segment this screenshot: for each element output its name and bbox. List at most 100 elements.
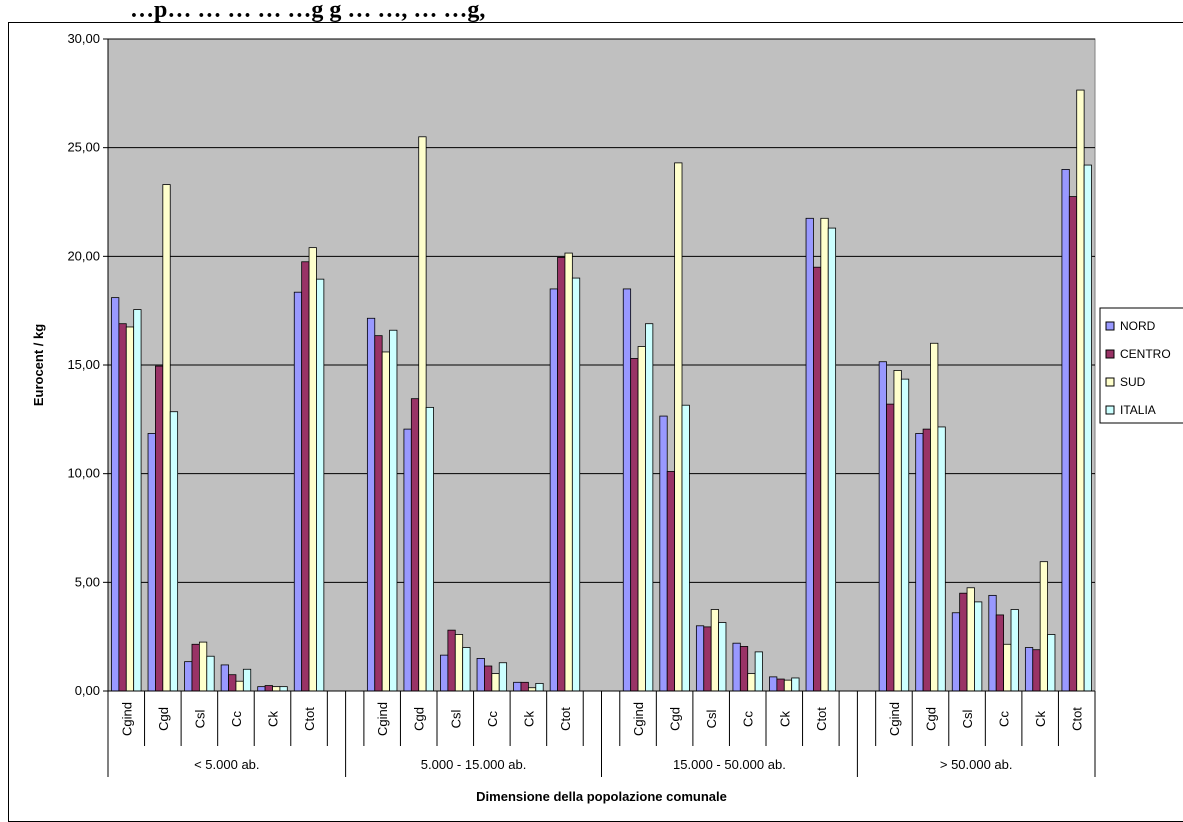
x-category-label: Csl [960,710,975,729]
bar-sud [783,679,793,692]
x-category-label: Cc [229,711,244,727]
y-tick-label: 30,00 [67,31,100,46]
bar-centro [410,398,420,692]
bar-nord [476,658,485,692]
bar-sud [1039,561,1048,692]
bar-sud [674,162,683,692]
x-group-label: 5.000 - 15.000 ab. [421,757,527,772]
bar-italia [718,622,727,692]
legend: NORD CENTRO SUD ITALIA [1099,307,1183,424]
x-category-label: Cgind [119,702,134,736]
bar-centro [228,674,237,692]
bar-italia [571,277,581,692]
bar-centro [374,335,383,692]
bar-italia [645,323,654,692]
bar-nord [366,317,376,692]
x-category-label: Csl [704,710,719,729]
bar-centro [886,403,895,692]
x-group-label: < 5.000 ab. [194,757,259,772]
bar-nord [915,433,924,692]
x-category-label: Csl [192,710,207,729]
legend-swatch [1105,349,1115,359]
page-title: …p… … … … …g g … …, … …g, [130,0,486,23]
x-category-label: Cc [485,711,500,727]
bar-centro [813,266,822,692]
bar-centro [520,681,529,692]
bar-sud [272,686,281,692]
bar-sud [930,342,939,692]
x-category-label: Cc [997,711,1012,727]
bar-centro [995,614,1005,692]
x-category-label: Cgind [631,702,646,736]
x-category-label: Ctot [814,707,829,731]
bar-italia [974,601,983,692]
bar-italia [242,668,252,692]
x-group-label: > 50.000 ab. [940,757,1013,772]
bar-nord [147,433,156,692]
bar-italia [1083,164,1092,692]
bar-centro [1068,196,1078,692]
bar-nord [732,642,741,692]
x-category-label: Ck [777,711,792,727]
legend-label: SUD [1120,375,1146,389]
x-category-label: Cgd [668,707,683,731]
x-group-label: 15.000 - 50.000 ab. [673,757,786,772]
bar-sud [162,184,171,692]
bar-sud [308,247,317,692]
bar-sud [491,673,500,692]
bar-centro [703,626,712,692]
bar-centro [118,323,127,692]
bar-italia [279,686,288,692]
bar-italia [681,404,690,692]
bar-nord [257,686,266,692]
bar-nord [878,361,887,692]
bar-nord [988,594,997,692]
bar-nord [695,625,705,692]
bar-italia [462,647,471,692]
bar-centro [630,358,639,692]
bar-sud [564,252,573,692]
y-axis-title: Eurocent / kg [31,324,46,406]
bar-centro [264,685,273,692]
bar-nord [513,681,522,692]
x-category-label: Cgd [156,707,171,731]
y-tick-label: 0,00 [75,683,100,698]
legend-swatch [1105,321,1115,331]
bar-sud [198,641,208,692]
bar-centro [557,257,566,692]
bar-centro [1032,649,1041,692]
bar-italia [754,651,763,692]
bar-italia [316,278,325,692]
y-tick-label: 25,00 [67,140,100,155]
legend-label: NORD [1120,319,1156,333]
bar-sud [454,634,464,692]
bar-sud [1076,89,1085,692]
bar-nord [220,664,229,692]
bar-italia [900,378,910,692]
x-category-label: Ctot [302,707,317,731]
bar-centro [922,428,931,692]
bar-nord [659,415,668,692]
bar-italia [535,682,544,692]
x-category-label: Csl [448,710,463,729]
bar-nord [440,654,449,692]
bar-nord [951,612,961,692]
bar-italia [169,411,179,692]
x-category-label: Ck [521,711,536,727]
y-axis: 0,00 5,00 10,00 15,00 20,00 25,00 30,00 [67,31,109,698]
bar-italia [791,677,800,692]
legend-swatch [1105,405,1115,415]
bar-italia [1010,609,1019,692]
bar-sud [125,326,135,692]
x-category-label: Cgd [924,707,939,731]
bar-nord [769,676,778,692]
x-category-label: Cgd [412,707,427,731]
bar-sud [747,673,756,692]
x-category-label: Ctot [1070,707,1085,731]
legend-label: CENTRO [1120,347,1171,361]
bar-sud [820,217,829,692]
bar-sud [418,136,427,692]
bar-nord [1024,647,1034,692]
bar-italia [389,329,398,692]
